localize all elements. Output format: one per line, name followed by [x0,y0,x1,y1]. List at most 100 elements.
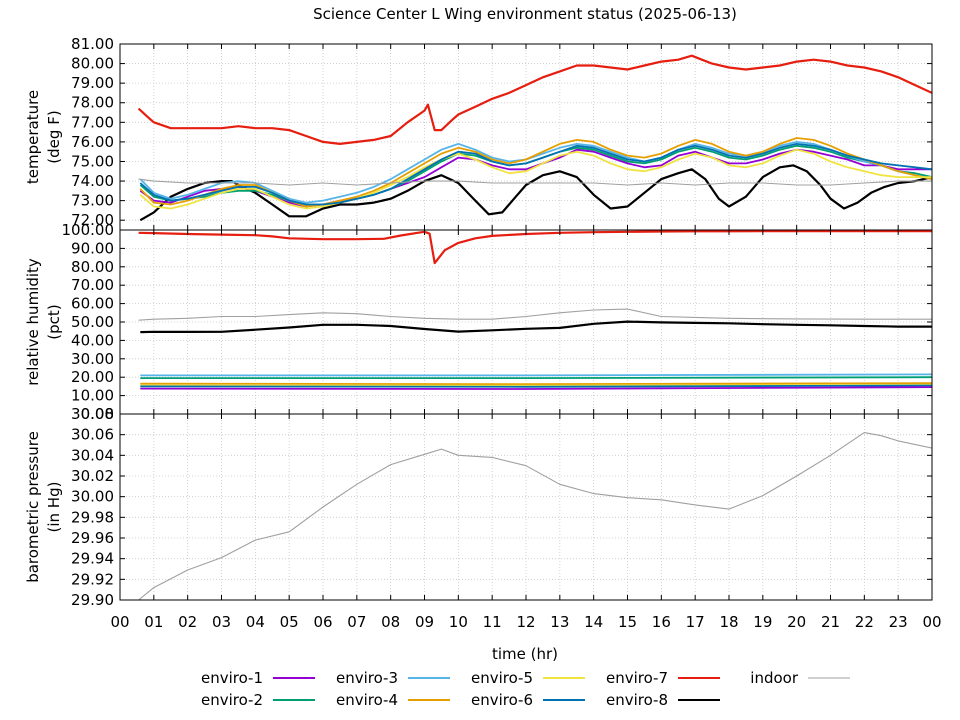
x-tick-label: 00 [110,613,129,631]
legend: enviro-1 enviro-2 enviro-3 enviro-4 enviro-5… [201,669,850,709]
x-tick-label: 23 [889,613,908,631]
x-axis-label: time (hr) [492,645,558,663]
y-axis-label: temperature [24,90,42,184]
y-tick-label: 30.04 [71,446,114,464]
x-tick-label: 03 [212,613,231,631]
series-group-pressure [138,432,932,600]
y-tick-label: 77.00 [71,113,114,131]
series-line-enviro-7 [137,54,932,145]
y-tick-label: 30.02 [71,467,114,485]
x-axis: 00 01 02 03 04 05 06 07 08 09 10 11 12 13 14 15 16 17 18 19… [110,44,942,631]
legend-item-enviro-1: enviro-1 [201,669,315,687]
x-tick-label: 13 [550,613,569,631]
series-line-indoor [138,432,932,600]
series-group-temperature [137,54,932,222]
y-tick-label: 80.00 [71,258,114,276]
series-line-enviro-3 [140,373,932,377]
legend-label: enviro-6 [471,691,533,709]
x-tick-label: 09 [415,613,434,631]
legend-label: enviro-3 [336,669,398,687]
legend-item-indoor: indoor [750,669,850,687]
series-line-enviro-4 [140,382,932,386]
x-tick-label: 21 [821,613,840,631]
x-tick-label: 00 [922,613,941,631]
y-axis-label: (pct) [45,304,63,339]
legend-item-enviro-8: enviro-8 [606,691,720,709]
series-line-enviro-1 [140,386,932,390]
legend-label: enviro-1 [201,669,263,687]
panel-pressure: 29.90 29.92 29.94 29.96 29.98 30.00 30.02 30.04… [24,405,933,609]
y-tick-label: 29.90 [71,591,114,609]
y-tick-label: 50.00 [71,313,114,331]
series-group-humidity [138,230,932,390]
legend-label: enviro-7 [606,669,668,687]
legend-label: enviro-4 [336,691,398,709]
series-line-enviro-8 [140,320,932,334]
x-tick-label: 16 [652,613,671,631]
legend-item-enviro-4: enviro-4 [336,691,450,709]
y-tick-label: 30.06 [71,426,114,444]
y-axis-label: (deg F) [45,110,63,163]
y-tick-label: 30.08 [71,405,114,423]
x-tick-label: 07 [347,613,366,631]
y-tick-label: 74.00 [71,172,114,190]
legend-label: enviro-5 [471,669,533,687]
legend-item-enviro-7: enviro-7 [606,669,720,687]
y-tick-label: 79.00 [71,74,114,92]
legend-item-enviro-2: enviro-2 [201,691,315,709]
y-tick-label: 76.00 [71,133,114,151]
series-line-enviro-8 [139,164,932,222]
y-tick-label: 29.92 [71,570,114,588]
y-tick-label: 30.00 [71,350,114,368]
legend-item-enviro-6: enviro-6 [471,691,585,709]
y-tick-label: 40.00 [71,331,114,349]
x-tick-label: 19 [753,613,772,631]
x-tick-label: 06 [313,613,332,631]
series-line-enviro-6 [140,384,932,388]
y-axis-label: barometric pressure [24,431,42,583]
y-tick-label: 60.00 [71,295,114,313]
series-line-indoor [138,308,932,321]
y-tick-label: 30.00 [71,488,114,506]
y-tick-label: 72.00 [71,211,114,229]
y-tick-label: 70.00 [71,276,114,294]
series-line-enviro-6 [139,143,932,206]
y-tick-label: 81.00 [71,35,114,53]
y-tick-label: 90.00 [71,239,114,257]
x-tick-label: 08 [381,613,400,631]
x-tick-label: 10 [449,613,468,631]
y-tick-label: 29.96 [71,529,114,547]
x-tick-label: 22 [855,613,874,631]
y-axis-label: (in Hg) [45,482,63,533]
y-axis-label: relative humidity [24,258,42,386]
legend-item-enviro-5: enviro-5 [471,669,585,687]
y-tick-label: 29.94 [71,550,114,568]
legend-label: enviro-8 [606,691,668,709]
legend-item-enviro-3: enviro-3 [336,669,450,687]
y-tick-label: 10.00 [71,387,114,405]
x-tick-label: 04 [246,613,265,631]
legend-label: indoor [750,669,799,687]
y-tick-label: 78.00 [71,94,114,112]
legend-label: enviro-2 [201,691,263,709]
y-tick-label: 20.00 [71,368,114,386]
x-tick-label: 20 [787,613,806,631]
x-tick-label: 18 [719,613,738,631]
y-tick-label: 29.98 [71,508,114,526]
y-tick-label: 75.00 [71,152,114,170]
panel-humidity: 0.0010.0020.0030.0040.0050.0060.0070.008… [24,221,933,423]
chart-title: Science Center L Wing environment status… [313,5,737,23]
y-tick-label: 73.00 [71,192,114,210]
x-tick-label: 12 [516,613,535,631]
x-tick-label: 11 [483,613,502,631]
x-tick-label: 17 [686,613,705,631]
x-tick-label: 01 [144,613,163,631]
series-line-indoor [138,178,932,186]
y-tick-label: 100.00 [62,221,115,239]
x-tick-label: 14 [584,613,603,631]
series-line-enviro-5 [139,148,932,210]
x-tick-label: 15 [618,613,637,631]
